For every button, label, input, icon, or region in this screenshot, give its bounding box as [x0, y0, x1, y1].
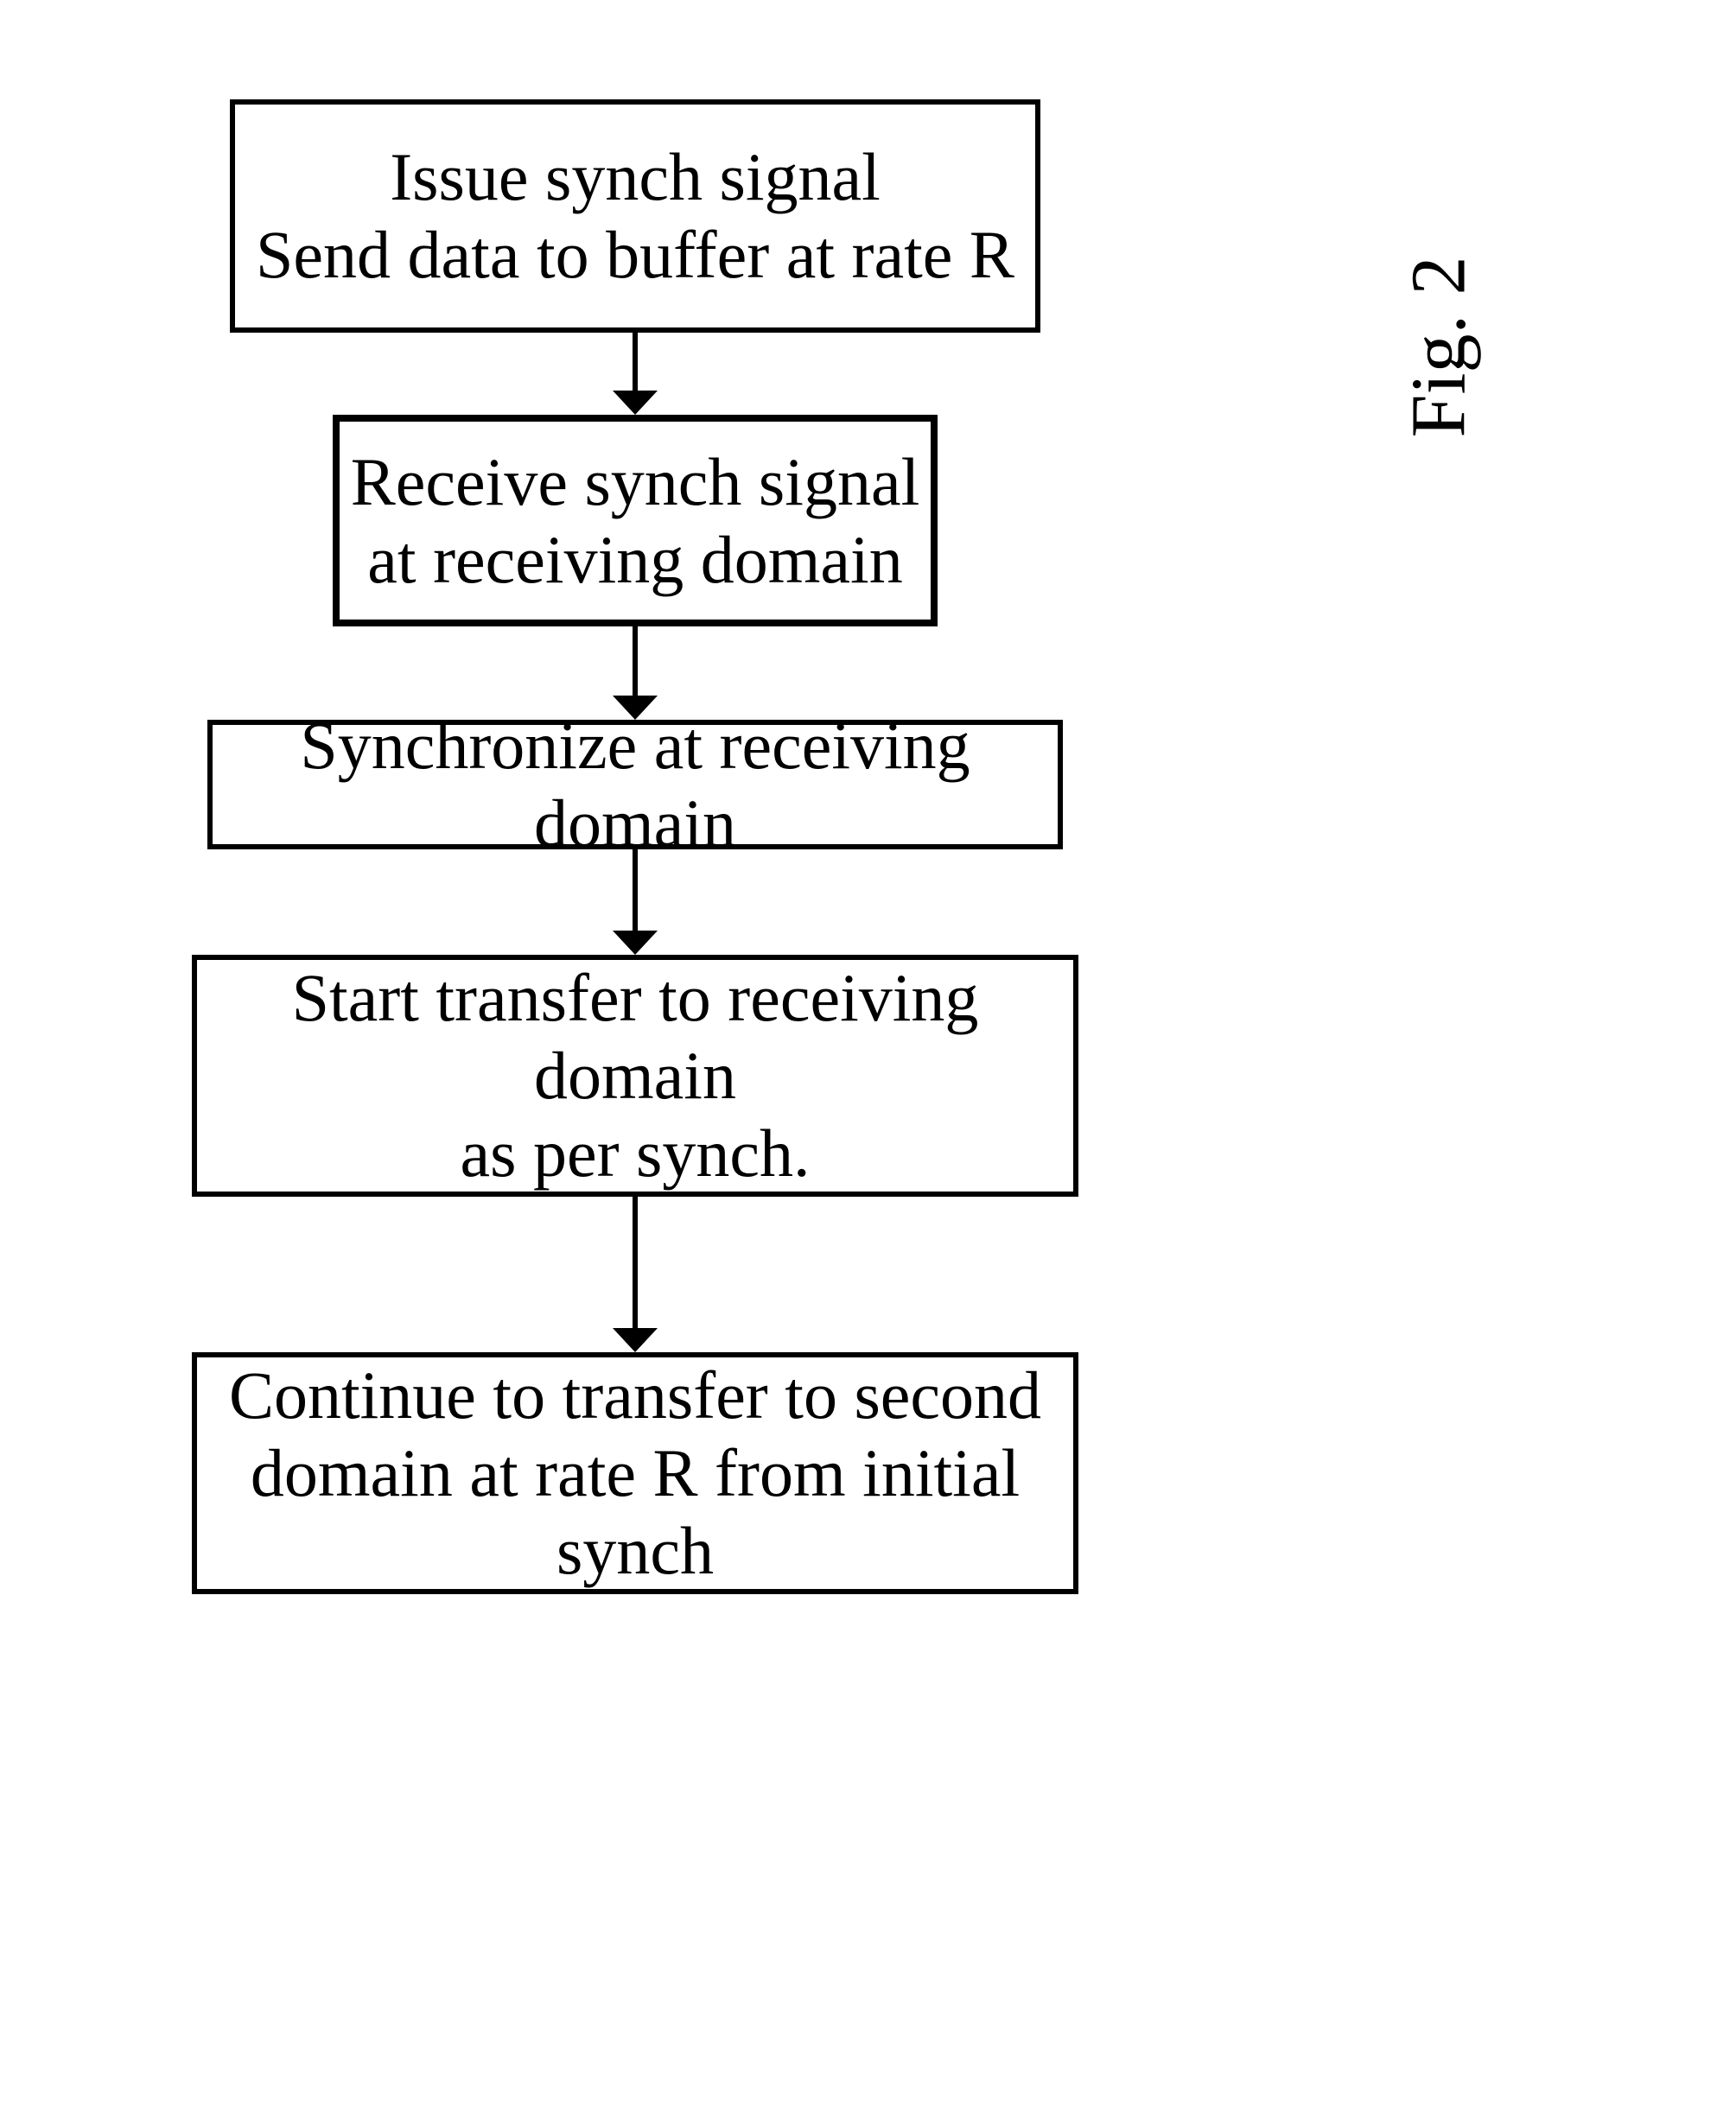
flow-box-continue-transfer: Continue to transfer to second domain at… — [192, 1352, 1078, 1594]
flow-box-text: Start transfer to receiving domain as pe… — [197, 959, 1073, 1192]
flow-arrow — [613, 1197, 658, 1352]
figure-label: Fig. 2 — [1395, 256, 1484, 437]
flow-box-text: Synchronize at receiving domain — [213, 707, 1058, 861]
diagram-canvas: Issue synch signal Send data to buffer a… — [0, 0, 1736, 2110]
flow-box-text: Continue to transfer to second domain at… — [197, 1357, 1073, 1589]
flow-box-issue-synch: Issue synch signal Send data to buffer a… — [230, 99, 1040, 333]
flow-arrow — [613, 333, 658, 415]
flow-arrow — [613, 626, 658, 720]
flow-box-text: Issue synch signal Send data to buffer a… — [256, 138, 1014, 293]
flow-box-synchronize: Synchronize at receiving domain — [207, 720, 1063, 849]
flow-box-text: Receive synch signal at receiving domain — [351, 443, 919, 598]
flow-arrow — [613, 849, 658, 955]
flow-box-start-transfer: Start transfer to receiving domain as pe… — [192, 955, 1078, 1197]
flow-box-receive-synch: Receive synch signal at receiving domain — [333, 415, 938, 626]
figure-label-text: Fig. 2 — [1396, 256, 1482, 437]
